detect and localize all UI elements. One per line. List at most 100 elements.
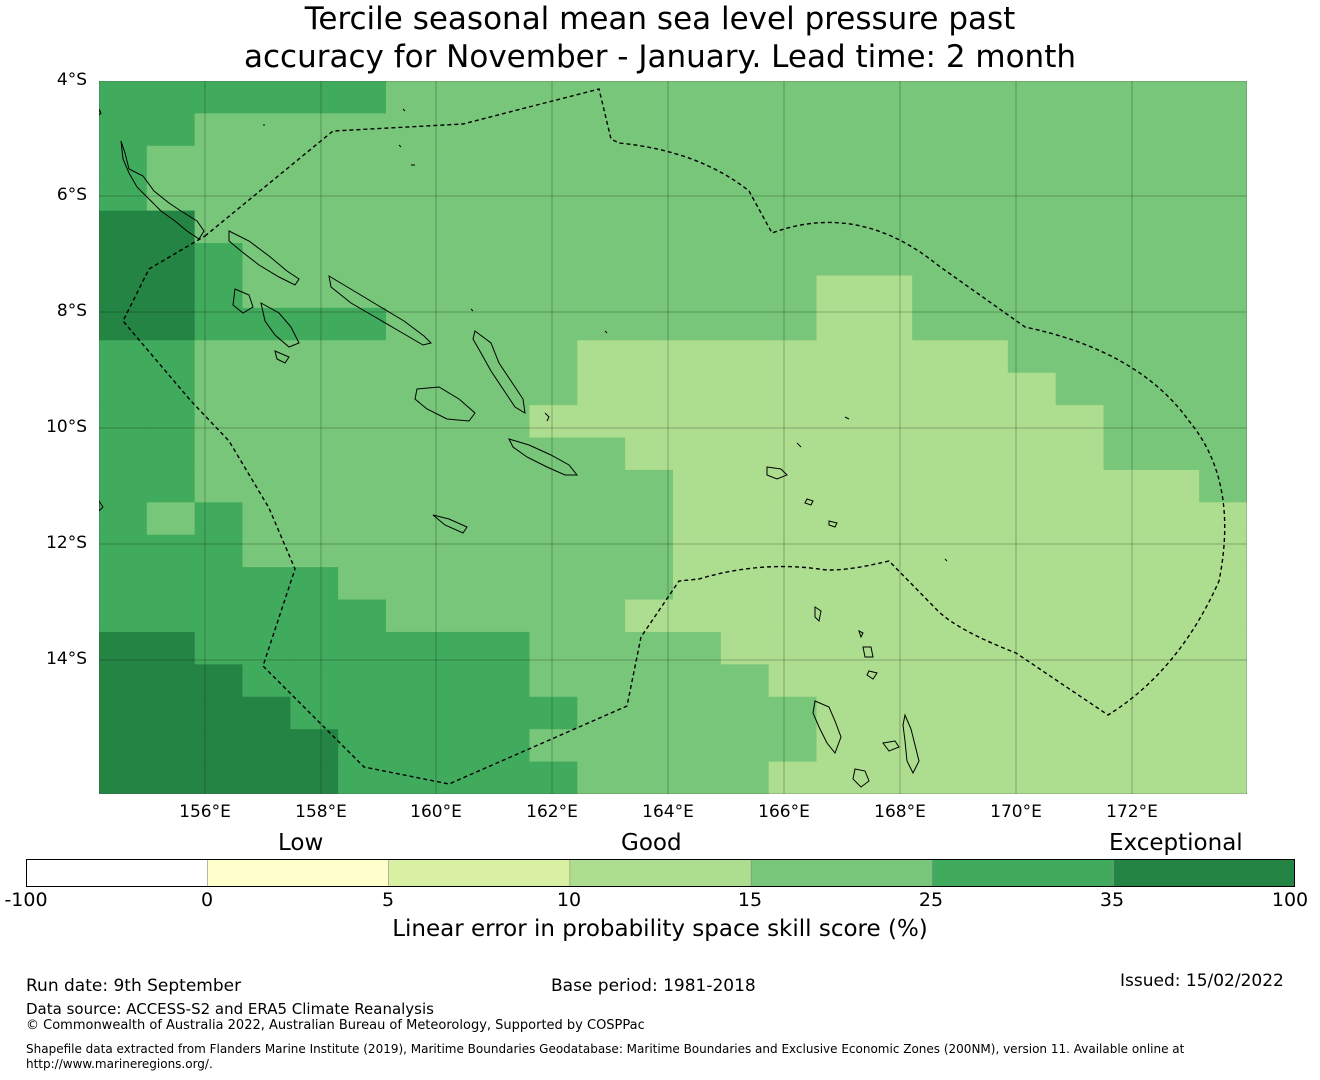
skill-cell [1007,178,1057,212]
skill-cell [960,340,1009,374]
skill-cell [433,437,483,471]
skill-cell [816,178,865,212]
skill-cell [577,243,626,277]
skill-cell [625,113,674,147]
colorbar-segment [388,859,571,887]
skill-cell [99,145,148,179]
skill-cell [673,145,722,179]
skill-cell [816,307,865,341]
skill-cell [1103,275,1152,309]
skill-cell [481,567,531,601]
colorbar-segment [932,859,1115,887]
skill-cell [960,567,1009,601]
skill-cell [194,307,244,341]
skill-cell [290,372,339,406]
skill-cell [242,502,291,536]
lat-label-14s: 14°S [46,649,87,669]
lon-label-160e: 160°E [410,802,462,822]
skill-cell [960,145,1009,179]
skill-cell [529,145,578,179]
skill-cell [1103,631,1152,665]
skill-cell [577,340,626,374]
skill-cell [768,534,818,568]
skill-cell [960,178,1009,212]
skill-cell [864,696,913,730]
skill-cell [1199,534,1247,568]
skill-cell [1055,405,1105,439]
skill-cell [1007,696,1057,730]
skill-cell [1007,372,1057,406]
title-line-2: accuracy for November - January. Lead ti… [243,39,1077,75]
skill-cell [768,631,818,665]
skill-cell [290,340,339,374]
skill-cell [1103,502,1152,536]
skill-cell [481,113,531,147]
skill-cell [242,81,291,115]
skill-cell [1151,113,1200,147]
skill-cell [816,567,865,601]
skill-cell [720,210,770,244]
skill-cell [912,113,961,147]
skill-cell [433,340,483,374]
skill-cell [1199,113,1247,147]
skill-cell [864,307,913,341]
skill-cell [960,729,1009,763]
skill-cell [816,631,865,665]
skill-cell [290,469,339,503]
skill-cell [960,761,1009,794]
skill-cell [1007,145,1057,179]
skill-cell [1151,631,1200,665]
skill-cell [99,437,148,471]
skill-cell [529,664,578,698]
graticule [99,81,1247,794]
run-date: Run date: 9th September [26,976,242,996]
skill-cell [242,340,291,374]
skill-cell [1055,631,1105,665]
lon-label-158e: 158°E [295,802,347,822]
skill-cell [1055,534,1105,568]
skill-cell [912,307,961,341]
skill-cell [338,599,387,633]
skill-cell [1151,145,1200,179]
skill-cell [1103,243,1152,277]
skill-cell [768,275,818,309]
skill-cell [99,81,148,115]
skill-cell [768,113,818,147]
skill-cell [529,534,578,568]
skill-cell [768,599,818,633]
skill-cell [481,275,531,309]
skill-cell [386,113,435,147]
skill-cell [960,81,1009,115]
lon-label-168e: 168°E [874,802,926,822]
skill-cell [673,534,722,568]
skill-cell [816,81,865,115]
skill-cell [386,405,435,439]
skill-cell [673,761,722,794]
skill-cell [816,437,865,471]
skill-cell [1007,405,1057,439]
lon-label-166e: 166°E [758,802,810,822]
lon-label-164e: 164°E [642,802,694,822]
skill-cell [386,210,435,244]
skill-cell [99,243,148,277]
skill-cell [290,534,339,568]
skill-cell [338,437,387,471]
skill-cell [816,145,865,179]
skill-cell [720,307,770,341]
skill-cell [146,178,196,212]
bougainville-coast [120,140,205,240]
skill-cell [912,534,961,568]
skill-cell [960,696,1009,730]
skill-cell [1151,729,1200,763]
rennell-island [432,514,468,534]
skill-cell [194,567,244,601]
skill-cell [1055,729,1105,763]
skill-cell [816,761,865,794]
colorbar-segment [206,859,390,887]
skill-cell [1199,405,1247,439]
skill-cell [577,631,626,665]
skill-cell [386,502,435,536]
skill-cell [481,599,531,633]
skill-cell [768,372,818,406]
skill-cell [673,567,722,601]
